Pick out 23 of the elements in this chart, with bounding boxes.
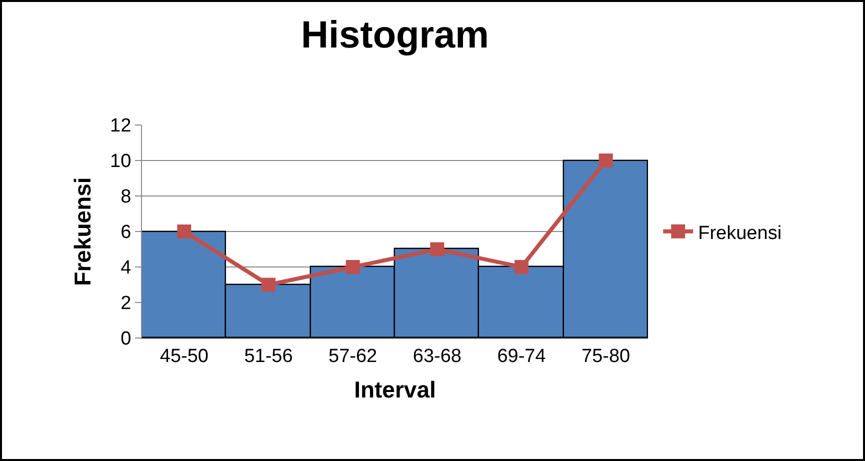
x-tick-label: 45-50 (160, 346, 208, 367)
y-tick-label: 10 (110, 151, 132, 172)
x-tick-label: 69-74 (497, 346, 546, 367)
x-axis-title: Interval (354, 376, 436, 402)
y-tick-label: 2 (120, 293, 132, 314)
x-tick-label: 57-62 (328, 346, 378, 367)
point (598, 154, 613, 168)
y-tick-label: 12 (110, 116, 132, 137)
chart-title: Histogram (301, 14, 489, 56)
x-tick-label: 75-80 (582, 346, 630, 367)
y-tick-label: 4 (120, 258, 132, 279)
point (514, 260, 528, 274)
x-tick-label: 63-68 (412, 346, 462, 367)
y-tick-label: 0 (120, 328, 132, 350)
legend-label: Frekuensi (698, 222, 782, 244)
x-tick-label: 51-56 (244, 346, 293, 367)
point (262, 278, 276, 292)
point (430, 242, 444, 256)
y-tick-label: 8 (120, 186, 132, 208)
point (346, 260, 360, 274)
point (177, 224, 192, 238)
y-tick-label: 6 (120, 222, 132, 244)
y-axis-title: Frekuensi (70, 177, 96, 286)
